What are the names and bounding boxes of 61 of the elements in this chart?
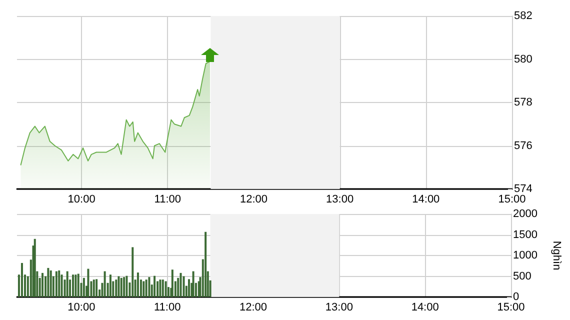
x-tick-label: 11:00	[154, 302, 181, 314]
bar	[142, 281, 145, 297]
bar	[182, 276, 185, 297]
x-tick-label: 14:00	[411, 302, 439, 314]
bar	[92, 280, 95, 297]
bar	[66, 271, 68, 297]
bar	[145, 280, 148, 297]
y-tick-label: 1000	[513, 250, 538, 262]
y-tick-label: 576	[514, 140, 532, 152]
bar	[96, 279, 98, 297]
x-tick-label: 15:00	[497, 302, 525, 314]
y-tick-label: 582	[514, 10, 532, 22]
y-tick-label: 574	[514, 183, 532, 195]
bar	[154, 276, 156, 297]
bar	[180, 272, 182, 297]
x-tick-label: 15:00	[498, 194, 526, 206]
bar	[77, 274, 80, 297]
y-axis-title: Nghìn	[550, 240, 562, 270]
x-tick-label: 13:00	[325, 302, 353, 314]
bar	[188, 279, 190, 297]
bar	[164, 281, 167, 297]
bar	[148, 277, 150, 297]
bar	[47, 268, 50, 297]
bar	[109, 274, 112, 297]
bar	[126, 276, 128, 297]
x-tick-label: 11:00	[154, 194, 182, 206]
bar	[115, 280, 118, 297]
bar	[50, 270, 52, 297]
bar	[159, 280, 162, 297]
bar	[162, 280, 164, 297]
bar	[132, 247, 134, 297]
bar	[118, 276, 120, 297]
y-tick-label: 578	[514, 96, 532, 108]
bar	[74, 274, 77, 297]
bar	[87, 268, 90, 297]
y-tick-label: 1500	[513, 228, 538, 241]
y-tick-label: 0	[513, 291, 520, 303]
x-tick-label: 13:00	[326, 194, 354, 206]
bar	[72, 274, 74, 297]
bar	[204, 232, 207, 297]
bar	[123, 277, 126, 297]
bar	[192, 271, 194, 297]
bar	[42, 272, 44, 297]
bar	[120, 278, 122, 297]
x-tick-label: 12:00	[240, 194, 268, 206]
x-tick-label: 10:00	[68, 194, 96, 206]
bar	[58, 270, 60, 297]
bar	[171, 270, 174, 297]
y-tick-label: 500	[513, 270, 532, 282]
bar	[60, 274, 63, 297]
x-tick-label: 10:00	[68, 302, 96, 314]
bar	[104, 271, 106, 297]
bar	[20, 262, 23, 297]
x-tick-label: 12:00	[239, 302, 268, 314]
y-tick-label: 2000	[513, 208, 538, 220]
bar	[34, 238, 36, 297]
bar	[136, 272, 139, 297]
y-tick-label: 580	[514, 53, 532, 66]
x-tick-label: 14:00	[412, 194, 440, 206]
bar	[82, 278, 85, 297]
bar	[55, 271, 58, 297]
